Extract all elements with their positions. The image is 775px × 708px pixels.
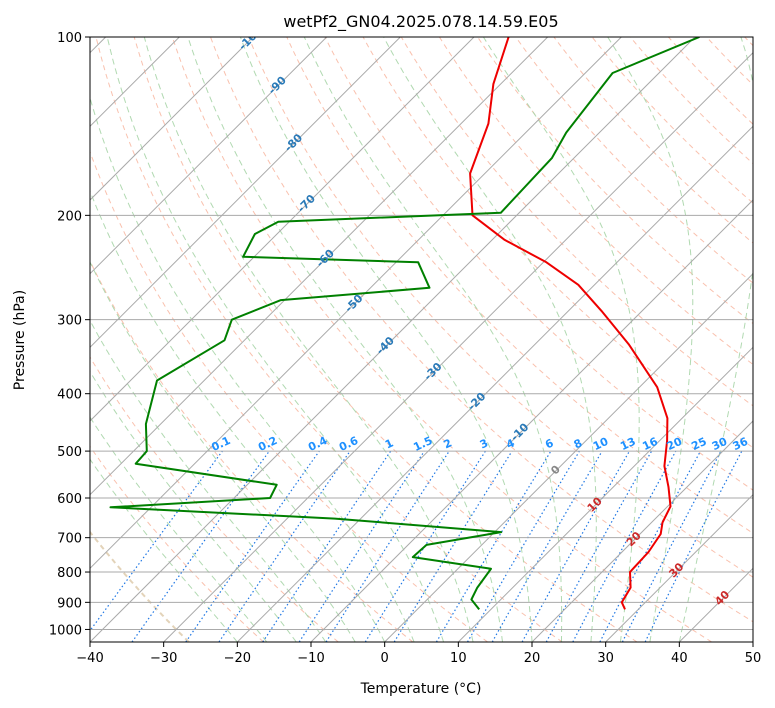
mixing-ratio-line: [521, 450, 631, 642]
moist-adiabat: [482, 37, 640, 642]
isotherm-line: [163, 51, 753, 642]
moist-adiabat: [90, 416, 268, 642]
y-tick-label: 600: [57, 492, 82, 507]
isobar-gridlines: [90, 37, 753, 630]
mixing-ratio-line: [572, 450, 677, 642]
mixing-ratio-label: 20: [665, 435, 685, 453]
x-tick-label: −10: [297, 651, 324, 666]
moist-adiabat: [383, 37, 597, 642]
dewpoint-series-line: [109, 37, 700, 611]
x-tick-label: 20: [524, 651, 541, 666]
mixing-ratio-line: [325, 450, 450, 642]
moist-adiabat: [90, 319, 327, 642]
y-tick-label: 700: [57, 532, 82, 547]
x-tick-label: −40: [76, 651, 103, 666]
isotherm-line: [457, 346, 753, 642]
dry-adiabat: [248, 37, 753, 578]
plot-frame: [89, 36, 754, 643]
plot-area: 0.1 0.2 0.4 0.6 1 1.5 2 3 4 6 8 10 13 16 20 25 30 36 -100…: [90, 37, 753, 642]
isotherm-line: [90, 37, 475, 422]
dry-adiabat: [210, 37, 753, 623]
dry-adiabat: [95, 37, 563, 642]
mixing-ratio-line: [90, 450, 223, 632]
y-tick-label: 200: [57, 209, 82, 224]
dry-adiabat: [438, 37, 753, 366]
moist-adiabat: [607, 37, 694, 642]
mixing-ratio-line: [262, 450, 392, 642]
dry-adiabat: [171, 37, 712, 642]
mixing-ratio-label: 10: [591, 435, 611, 453]
mixing-ratio-lines: [90, 450, 743, 642]
mixing-ratio-label: 30: [710, 435, 730, 453]
isotherm-line: [90, 37, 254, 201]
mixing-ratio-line: [298, 450, 425, 642]
moist-adiabat: [303, 37, 563, 642]
y-tick-label: 500: [57, 445, 82, 460]
y-tick-label: 400: [57, 388, 82, 403]
dry-adiabat: [515, 37, 753, 284]
isotherm-line: [236, 125, 753, 642]
isotherm-line: [90, 37, 401, 349]
isotherm-line: [310, 199, 753, 642]
mixing-ratio-line: [131, 450, 270, 642]
mixing-ratio-line: [644, 450, 743, 642]
isotherm-line: [90, 37, 549, 496]
moist-adiabat: [90, 370, 297, 642]
moist-adiabat: [143, 37, 474, 642]
mixing-ratio-line: [218, 450, 351, 642]
x-tick-label: −20: [224, 651, 251, 666]
isotherm-line: [531, 420, 753, 642]
y-tick-label: 800: [57, 566, 82, 581]
moist-adiabat: [187, 37, 503, 642]
y-tick-label: 900: [57, 596, 82, 611]
y-axis-label: Pressure (hPa): [12, 290, 28, 390]
moist-adiabat: [239, 37, 533, 642]
moist-adiabat: [106, 37, 445, 642]
moist-adiabat: [90, 189, 386, 642]
dry-adiabat: [90, 530, 190, 642]
isotherm-line: [605, 493, 753, 642]
isotherm-line: [90, 37, 622, 570]
mixing-ratio-line: [545, 450, 653, 642]
x-tick-label: 50: [745, 651, 762, 666]
dry-adiabat: [90, 356, 339, 642]
y-tick-label: 300: [57, 314, 82, 329]
x-tick-label: −30: [150, 651, 177, 666]
dry-adiabat: [90, 150, 488, 642]
moist-adiabat: [90, 260, 356, 642]
isotherm-line: [90, 37, 696, 642]
dry-adiabat: [133, 37, 638, 642]
mixing-ratio-label: 36: [731, 435, 751, 453]
y-axis-ticks: 100 200 300 400 500 600 700 800 900 1000: [49, 31, 90, 638]
mixing-ratio-label: 13: [618, 435, 637, 453]
mixing-ratio-label: 25: [689, 435, 708, 453]
mixing-ratio-line: [185, 450, 320, 642]
isotherm-line: [90, 37, 328, 275]
isotherm-line: [384, 272, 753, 642]
sounding-series: [109, 37, 700, 611]
x-axis-ticks: −40 −30 −20 −10 0 10 20 30 40 50: [76, 642, 761, 666]
x-axis-label: Temperature (°C): [360, 681, 482, 697]
x-tick-label: 0: [381, 651, 389, 666]
dry-adiabat: [90, 445, 264, 642]
moist-adiabat: [678, 37, 753, 642]
isotherm-gridlines: [90, 37, 753, 642]
mixing-ratio-line: [393, 450, 513, 642]
dry-adiabat: [400, 37, 753, 407]
mixing-ratio-label: 16: [640, 435, 660, 453]
x-tick-label: 40: [671, 651, 688, 666]
x-tick-label: 10: [450, 651, 467, 666]
x-tick-label: 30: [597, 651, 614, 666]
moist-adiabat: [90, 458, 238, 642]
y-tick-label: 1000: [49, 623, 82, 638]
temperature-series-line: [469, 37, 672, 610]
y-tick-label: 100: [57, 31, 82, 46]
chart-title: wetPf2_GN04.2025.078.14.59.E05: [283, 12, 558, 32]
